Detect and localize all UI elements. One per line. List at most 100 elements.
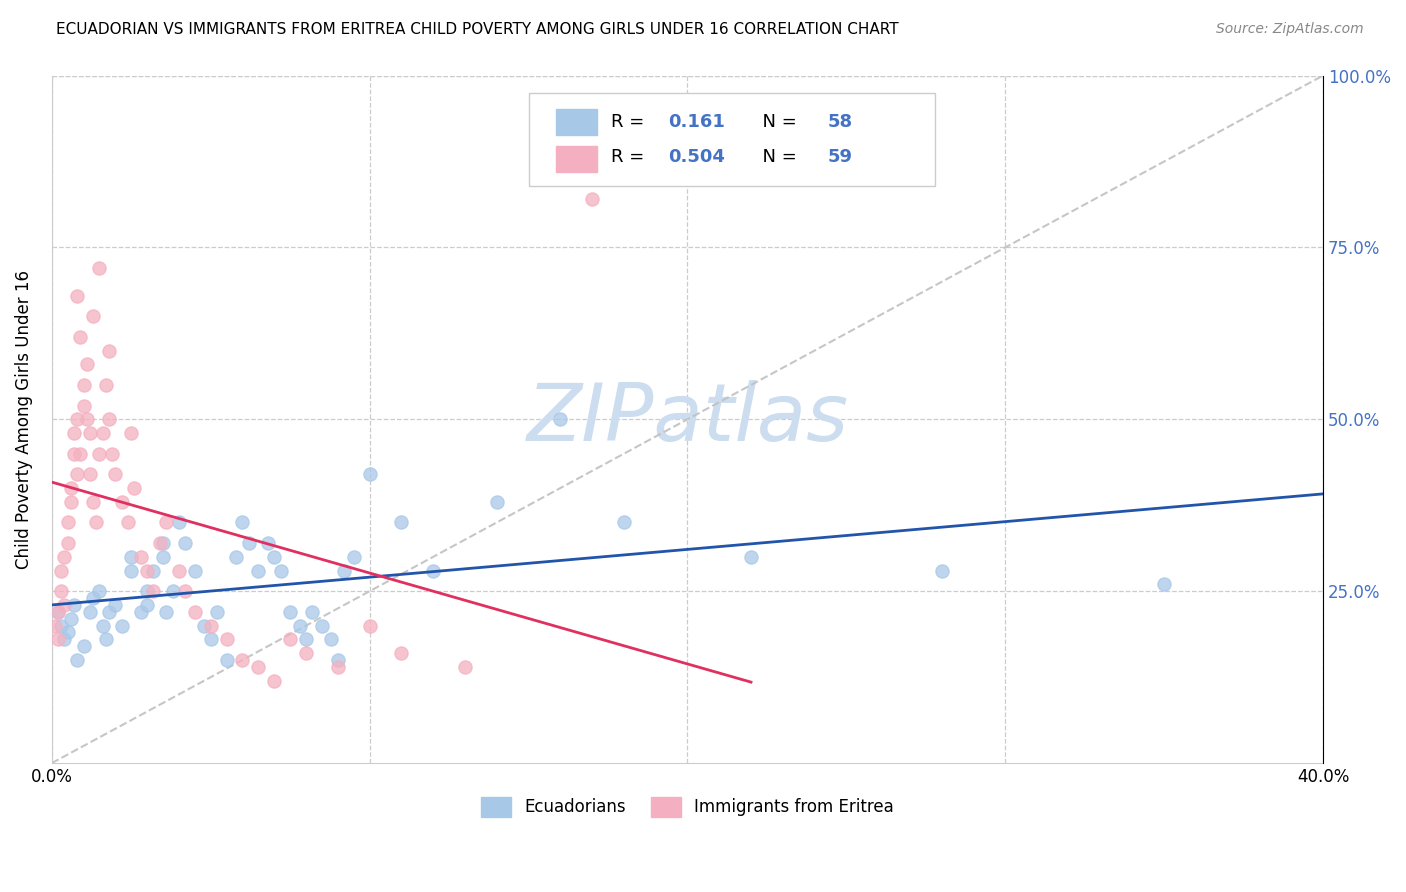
Text: N =: N = [751,113,803,131]
Text: ECUADORIAN VS IMMIGRANTS FROM ERITREA CHILD POVERTY AMONG GIRLS UNDER 16 CORRELA: ECUADORIAN VS IMMIGRANTS FROM ERITREA CH… [56,22,898,37]
Point [129,549,152,564]
Text: N =: N = [751,148,803,166]
Point [69,330,91,344]
Point [389,646,412,660]
Point [46,605,69,619]
Point [66,653,89,667]
Point [59,612,82,626]
Point [63,447,86,461]
Point [44,618,66,632]
Point [111,495,134,509]
FancyBboxPatch shape [557,145,598,172]
Point [82,591,104,606]
Point [215,653,238,667]
Text: 59: 59 [827,148,852,166]
Point [142,584,165,599]
Text: 0.161: 0.161 [668,113,725,131]
Point [247,564,270,578]
Point [485,495,508,509]
Point [152,536,174,550]
Point [1153,577,1175,591]
Point [111,618,134,632]
Point [278,632,301,647]
Point [231,653,253,667]
Point [454,660,477,674]
Point [97,412,120,426]
Point [193,618,215,632]
Point [550,412,572,426]
Point [152,549,174,564]
Point [581,192,603,206]
Point [69,447,91,461]
Text: Source: ZipAtlas.com: Source: ZipAtlas.com [1216,22,1364,37]
Point [59,481,82,495]
Point [72,639,94,653]
Point [215,632,238,647]
Point [46,632,69,647]
Point [66,412,89,426]
Point [79,605,101,619]
Point [94,378,117,392]
Point [184,564,207,578]
Point [311,618,333,632]
Point [343,549,366,564]
Point [97,605,120,619]
Point [104,467,127,482]
Point [72,399,94,413]
Point [56,625,79,640]
Point [94,632,117,647]
Point [72,378,94,392]
Point [740,549,762,564]
Point [117,516,139,530]
Point [155,605,177,619]
Point [278,605,301,619]
Point [931,564,953,578]
Point [82,495,104,509]
Legend: Ecuadorians, Immigrants from Eritrea: Ecuadorians, Immigrants from Eritrea [474,790,901,823]
Point [136,598,159,612]
Point [174,536,197,550]
Point [321,632,343,647]
FancyBboxPatch shape [529,93,935,186]
FancyBboxPatch shape [557,109,598,136]
Y-axis label: Child Poverty Among Girls Under 16: Child Poverty Among Girls Under 16 [15,269,32,569]
Point [184,605,207,619]
Point [200,618,222,632]
Point [124,481,146,495]
Point [82,309,104,323]
Point [238,536,260,550]
Point [205,605,228,619]
Point [79,426,101,441]
Point [326,660,349,674]
Point [66,467,89,482]
Point [63,426,86,441]
Point [270,564,292,578]
Point [120,426,142,441]
Point [263,673,285,688]
Point [53,632,76,647]
Point [89,261,111,276]
Point [167,516,190,530]
Point [56,536,79,550]
Point [155,516,177,530]
Point [136,584,159,599]
Point [613,516,636,530]
Point [51,618,73,632]
Text: 58: 58 [827,113,852,131]
Text: ZIPatlas: ZIPatlas [526,380,848,458]
Point [136,564,159,578]
Point [200,632,222,647]
Point [76,357,98,371]
Point [120,549,142,564]
Point [149,536,172,550]
Text: R =: R = [612,113,650,131]
Point [288,618,311,632]
Point [359,618,381,632]
Point [389,516,412,530]
Point [104,598,127,612]
Point [167,564,190,578]
Point [422,564,444,578]
Point [89,447,111,461]
Point [359,467,381,482]
Text: R =: R = [612,148,650,166]
